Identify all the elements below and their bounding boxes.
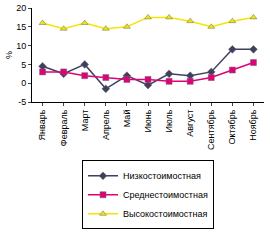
svg-text:Сентябрь: Сентябрь (206, 109, 216, 150)
svg-text:Февраль: Февраль (59, 109, 69, 146)
svg-text:Ноябрь: Ноябрь (248, 109, 258, 141)
svg-text:0: 0 (21, 78, 26, 88)
svg-text:Январь: Январь (37, 109, 47, 140)
svg-text:%: % (4, 51, 14, 59)
svg-text:Май: Май (122, 110, 132, 128)
svg-text:15: 15 (16, 22, 26, 32)
svg-text:Октябрь: Октябрь (227, 109, 237, 144)
svg-text:Высокостоимостная: Высокостоимостная (123, 209, 207, 219)
svg-text:10: 10 (16, 41, 26, 51)
svg-text:Апрель: Апрель (101, 109, 111, 140)
svg-text:Июль: Июль (164, 109, 174, 132)
svg-text:-5: -5 (18, 97, 26, 107)
svg-text:Март: Март (80, 110, 90, 132)
svg-text:Низкостоимостная: Низкостоимостная (123, 171, 201, 181)
svg-text:20: 20 (16, 3, 26, 13)
svg-text:Август: Август (185, 110, 195, 137)
svg-text:5: 5 (21, 60, 26, 70)
svg-text:Июнь: Июнь (143, 109, 153, 132)
svg-text:Среднестоимостная: Среднестоимостная (123, 190, 208, 200)
